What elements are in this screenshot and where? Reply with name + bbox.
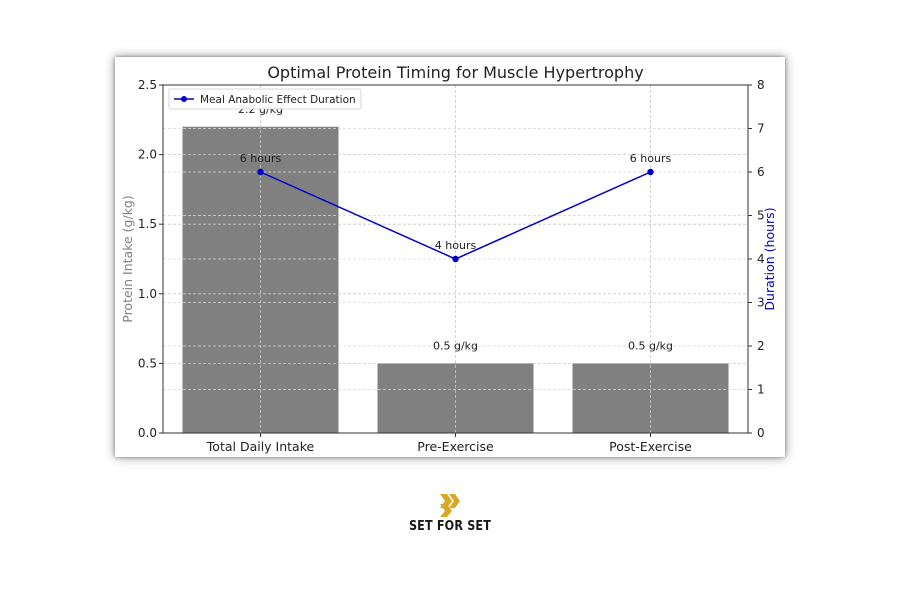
line-value-label: 6 hours <box>240 152 282 165</box>
brand-name: SET FOR SET <box>408 519 492 534</box>
y-tick-label-left: 2.0 <box>138 148 157 162</box>
y-tick-label-right: 7 <box>757 122 765 136</box>
y-axis-label-left: Protein Intake (g/kg) <box>120 195 135 323</box>
legend-point-marker <box>181 96 187 102</box>
y-tick-label-right: 3 <box>757 296 765 310</box>
protein-timing-chart: 0.0 0.5 1.0 1.5 2.0 2.5 0 1 2 3 4 5 6 7 8 Total Daily I… <box>120 63 777 454</box>
chart-title: Optimal Protein Timing for Muscle Hypert… <box>267 63 643 82</box>
bar-value-label: 0.5 g/kg <box>433 339 478 352</box>
double-chevron-logo-icon <box>440 494 460 517</box>
y-tick-label-right: 0 <box>757 426 765 440</box>
line-value-label: 4 hours <box>435 239 477 252</box>
y-axis-label-right: Duration (hours) <box>762 207 777 310</box>
brand: SET FOR SET <box>400 490 500 540</box>
x-tick-label: Pre-Exercise <box>417 439 494 454</box>
logo-chevron-shape <box>449 494 460 508</box>
y-tick-label-left: 1.0 <box>138 287 157 301</box>
bar-value-label: 0.5 g/kg <box>628 339 673 352</box>
line-point <box>257 168 264 176</box>
y-tick-label-left: 0.5 <box>138 356 157 370</box>
y-tick-label-left: 2.5 <box>138 78 157 92</box>
line-point <box>452 255 459 263</box>
line-value-label: 6 hours <box>630 152 672 165</box>
legend-entry: Meal Anabolic Effect Duration <box>200 94 356 106</box>
y-tick-label-right: 2 <box>757 339 765 353</box>
y-tick-label-left: 0.0 <box>138 426 157 440</box>
y-tick-label-right: 8 <box>757 78 765 92</box>
y-tick-label-left: 1.5 <box>138 217 157 231</box>
y-tick-label-right: 5 <box>757 209 765 223</box>
x-tick-label: Post-Exercise <box>609 439 692 454</box>
line-point <box>647 168 654 176</box>
y-tick-label-right: 6 <box>757 165 765 179</box>
y-tick-label-right: 4 <box>757 252 765 266</box>
x-tick-label: Total Daily Intake <box>206 439 315 454</box>
logo-chevron-shape <box>440 504 452 517</box>
chart-card: 0.0 0.5 1.0 1.5 2.0 2.5 0 1 2 3 4 5 6 7 8 Total Daily I… <box>115 57 785 457</box>
y-tick-label-right: 1 <box>757 383 765 397</box>
legend-box <box>168 88 362 110</box>
